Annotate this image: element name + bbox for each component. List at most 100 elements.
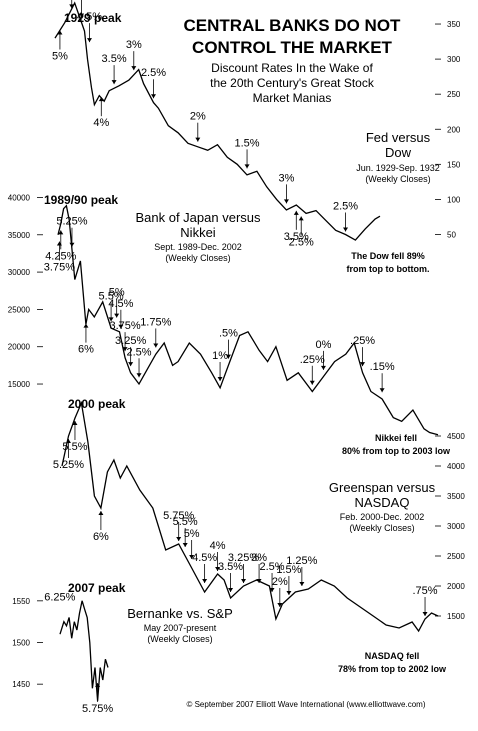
nikkei-annotation-arrowhead [360, 362, 366, 367]
dow-panel-title-line1: Fed versus [366, 130, 431, 145]
nikkei-rate-label: .25% [350, 335, 375, 347]
nikkei-annotation-arrowhead [83, 323, 89, 328]
nasdaq-panel-period: Feb. 2000-Dec. 2002 [340, 512, 425, 522]
dow-note-line2: from top to bottom. [347, 264, 430, 274]
nikkei-annotation-arrowhead [309, 380, 315, 385]
nikkei-annotation-arrowhead [153, 343, 159, 348]
nikkei-note-line1: Nikkei fell [375, 433, 417, 443]
nasdaq-annotation-arrowhead [269, 588, 275, 592]
sp500-panel-period: May 2007-present [144, 623, 217, 633]
nikkei-annotation-arrowhead [128, 362, 134, 367]
dow-annotation-arrowhead [343, 227, 349, 232]
nikkei-annotation-arrowhead [136, 373, 142, 378]
sp500-series-line [59, 600, 109, 701]
dow-panel-frequency: (Weekly Closes) [365, 174, 430, 184]
nikkei-annotation-arrowhead [225, 354, 231, 359]
nikkei-rate-label: .5% [219, 328, 238, 340]
nasdaq-rate-label: 3.25% [228, 552, 259, 564]
panel-nasdaq: 2000 peak Greenspan versus NASDAQ Feb. 2… [53, 397, 465, 674]
nikkei-rate-label: 5.5% [99, 290, 124, 302]
nikkei-tick-label: 30000 [8, 268, 31, 277]
nasdaq-rate-annotations: 5.25%5.5%6%5.75%5.5%5%4.5%4%3.5%3.25%3%2… [53, 421, 438, 616]
nasdaq-tick-label: 2000 [447, 582, 465, 591]
nasdaq-annotation-arrowhead [277, 603, 283, 607]
nikkei-annotation-arrowhead [217, 377, 223, 382]
dow-tick-label: 50 [447, 230, 456, 239]
dow-tick-label: 350 [447, 20, 461, 29]
nasdaq-tick-label: 3000 [447, 522, 465, 531]
nasdaq-annotation-arrowhead [299, 582, 305, 586]
nasdaq-annotation-arrowhead [182, 543, 188, 547]
nikkei-rate-label: 6% [78, 344, 94, 356]
nikkei-rate-label: 5% [109, 287, 125, 299]
dow-rate-label: 4.5% [77, 11, 102, 23]
dow-tick-label: 200 [447, 125, 461, 134]
nikkei-annotation-arrowhead [108, 317, 114, 322]
nasdaq-rate-label: 4.5% [192, 552, 217, 564]
nikkei-tick-label: 40000 [8, 193, 31, 202]
dow-rate-label: 2% [190, 111, 206, 123]
nikkei-annotation-arrowhead [118, 324, 124, 329]
nasdaq-rate-label: 3% [251, 552, 267, 564]
dow-annotation-arrowhead [195, 137, 201, 142]
nikkei-rate-label: 0% [315, 339, 331, 351]
nikkei-rate-label: 3.25% [115, 335, 146, 347]
nikkei-rate-label: 3.75% [109, 320, 140, 332]
dow-annotation-arrowhead [298, 216, 304, 221]
nasdaq-tick-label: 3500 [447, 492, 465, 501]
nikkei-panel-title-line1: Bank of Japan versus [135, 210, 261, 225]
nikkei-rate-label: 4.5% [108, 298, 133, 310]
nasdaq-rate-label: 3.5% [218, 561, 243, 573]
dow-tick-label: 250 [447, 90, 461, 99]
chart-subtitle-line1: Discount Rates In the Wake of [211, 61, 373, 75]
dow-tick-label: 100 [447, 195, 461, 204]
dow-rate-label: 3% [278, 172, 294, 184]
nasdaq-rate-label: 1.5% [276, 564, 301, 576]
nasdaq-annotation-arrowhead [422, 612, 428, 616]
dow-rate-label: 5% [52, 51, 68, 63]
nikkei-panel-title-line2: Nikkei [180, 225, 216, 240]
chart-title-line1: CENTRAL BANKS DO NOT [184, 16, 402, 35]
dow-rate-label: 2.5% [289, 236, 314, 248]
nasdaq-panel-title-line2: NASDAQ [355, 495, 410, 510]
nasdaq-rate-label: .75% [412, 585, 437, 597]
nikkei-panel-frequency: (Weekly Closes) [165, 253, 230, 263]
dow-rate-label: 1.5% [235, 137, 260, 149]
dow-annotation-arrowhead [283, 199, 289, 204]
nikkei-annotation-arrowhead [114, 313, 120, 318]
panel-sp500: 2007 peak Bernanke vs. S&P May 2007-pres… [12, 581, 233, 715]
nasdaq-annotation-arrowhead [176, 537, 182, 541]
nasdaq-rate-label: 5.25% [53, 459, 84, 471]
nikkei-annotation-arrowhead [320, 365, 326, 370]
sp500-panel-title: Bernanke vs. S&P [127, 606, 233, 621]
nikkei-annotation-arrowhead [58, 230, 64, 235]
nasdaq-annotation-arrowhead [286, 591, 292, 595]
nasdaq-rate-label: 5.5% [173, 516, 198, 528]
dow-panel-title-line2: Dow [385, 145, 412, 160]
nasdaq-note-line2: 78% from top to 2002 low [338, 664, 447, 674]
nikkei-tick-label: 35000 [8, 231, 31, 240]
nasdaq-rate-label: 2% [272, 576, 288, 588]
panel-nikkei: 1989/90 peak Bank of Japan versus Nikkei… [8, 193, 451, 456]
nasdaq-peak-label: 2000 peak [68, 397, 126, 411]
chart-title-line2: CONTROL THE MARKET [192, 38, 393, 57]
nikkei-note-line2: 80% from top to 2003 low [342, 446, 451, 456]
dow-annotation-arrowhead [57, 30, 63, 35]
nikkei-tick-label: 25000 [8, 305, 31, 314]
nasdaq-rate-label: 6% [93, 531, 109, 543]
dow-rate-label: 2.5% [333, 200, 358, 212]
nasdaq-annotation-arrowhead [241, 579, 247, 583]
nikkei-rate-label: 3.75% [44, 262, 75, 274]
nasdaq-rate-label: 2.5% [260, 561, 285, 573]
nikkei-peak-label: 1989/90 peak [44, 193, 118, 207]
nasdaq-annotation-arrowhead [215, 567, 221, 571]
nikkei-rate-label: 4.25% [45, 250, 76, 262]
dow-series-line [54, 1, 381, 241]
nasdaq-annotation-arrowhead [202, 579, 208, 583]
nasdaq-series-line [61, 400, 439, 633]
dow-note-line1: The Dow fell 89% [351, 251, 425, 261]
nikkei-rate-label: .15% [370, 361, 395, 373]
nikkei-panel-period: Sept. 1989-Dec. 2002 [154, 242, 242, 252]
dow-rate-label: 3.5% [102, 53, 127, 65]
sp500-peak-label: 2007 peak [68, 581, 126, 595]
